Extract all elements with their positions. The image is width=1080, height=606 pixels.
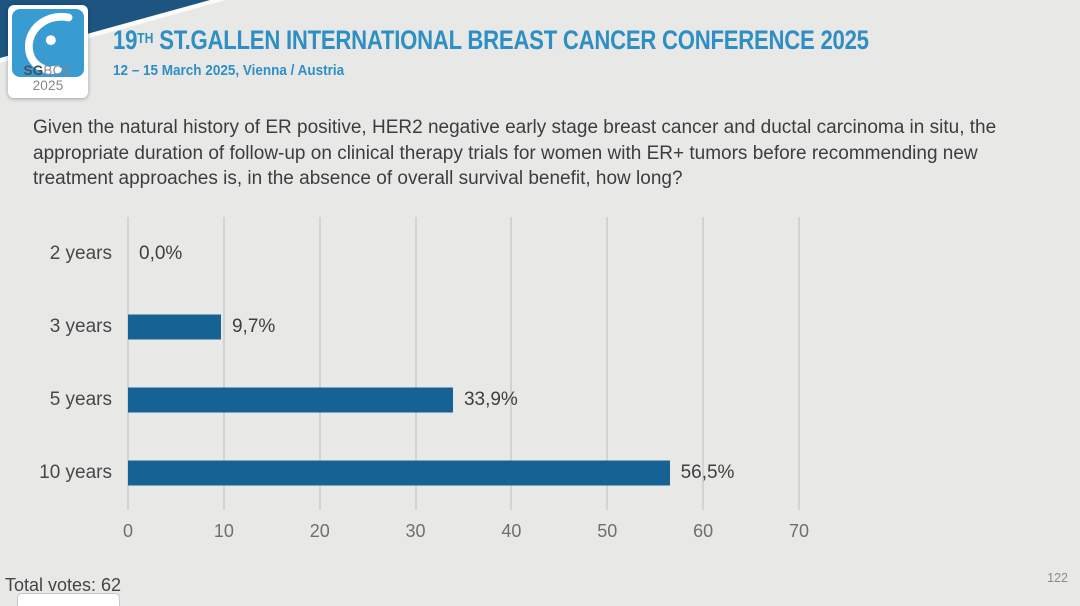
gridline-60	[702, 217, 705, 510]
gridline-40	[510, 217, 513, 510]
sgbcc-logo-label-rest: BCC 2025	[32, 63, 73, 93]
poll-question: Given the natural history of ER positive…	[33, 117, 997, 189]
gridline-70	[798, 217, 800, 510]
bar-5-years	[128, 387, 453, 413]
category-label-2-years: 2 years	[49, 242, 112, 264]
value-label-2-years: 0,0%	[139, 242, 183, 264]
category-label-3-years: 3 years	[49, 315, 112, 337]
sgbcc-logo: SGBCC 2025	[8, 5, 88, 98]
x-tick-70: 70	[788, 521, 810, 541]
x-tick-40: 40	[501, 521, 522, 541]
conference-title-ordinal: TH	[137, 31, 154, 47]
gridline-30	[414, 217, 417, 510]
x-tick-10: 10	[213, 521, 234, 541]
conference-title-number: 19	[113, 25, 138, 55]
bar-3-years	[128, 314, 221, 340]
x-tick-50: 50	[597, 521, 618, 541]
gridline-20	[318, 217, 321, 510]
sgbcc-logo-icon	[12, 9, 84, 77]
conference-title: 19TH ST.GALLEN INTERNATIONAL BREAST CANC…	[113, 25, 869, 56]
x-tick-60: 60	[693, 521, 714, 541]
x-tick-20: 20	[309, 521, 330, 541]
value-label-10-years: 56,5%	[680, 462, 735, 484]
slide-page-number: 122	[1047, 571, 1068, 585]
gridline-10	[222, 217, 225, 510]
bar-10-years	[128, 460, 670, 486]
conference-title-text: ST.GALLEN INTERNATIONAL BREAST CANCER CO…	[153, 25, 869, 55]
x-tick-0: 0	[122, 521, 133, 541]
value-label-3-years: 9,7%	[231, 315, 276, 337]
sgbcc-logo-label-bold: SG	[23, 63, 44, 78]
header-title-block: 19TH ST.GALLEN INTERNATIONAL BREAST CANC…	[113, 25, 1035, 79]
sgbcc-logo-label: SGBCC 2025	[8, 63, 88, 93]
gridline-0	[127, 217, 129, 510]
category-label-10-years: 10 years	[39, 462, 112, 484]
value-label-5-years: 33,9%	[463, 389, 518, 411]
gridline-50	[606, 217, 609, 510]
category-label-5-years: 5 years	[49, 389, 112, 411]
total-votes-label: Total votes: 62	[5, 575, 122, 595]
breast-drop-icon	[24, 12, 73, 74]
x-tick-30: 30	[405, 521, 426, 541]
conference-subtitle: 12 – 15 March 2025, Vienna / Austria	[113, 62, 345, 79]
